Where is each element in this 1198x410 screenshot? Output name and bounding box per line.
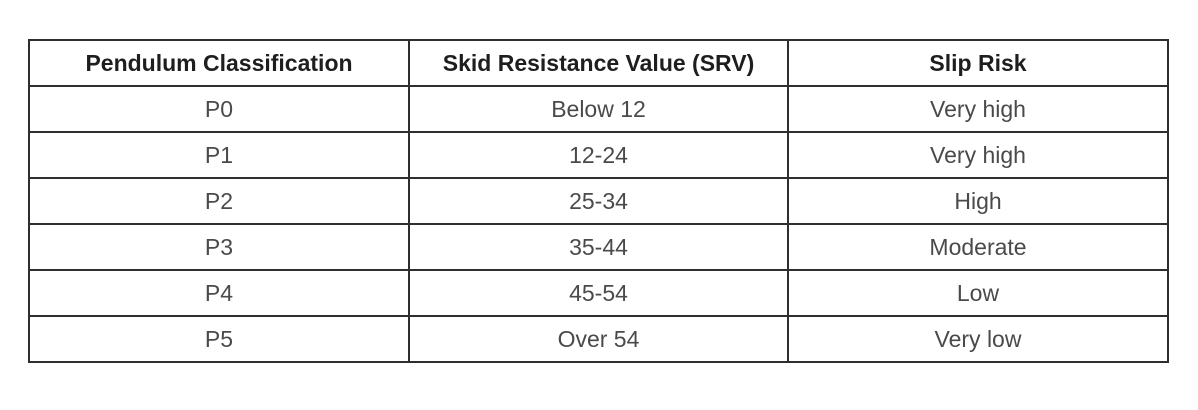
table-cell: Over 54: [408, 315, 789, 363]
table-row: P1 12-24 Very high: [28, 131, 1169, 179]
table-cell: P0: [28, 85, 410, 133]
table-cell: P4: [28, 269, 410, 317]
table-cell: P3: [28, 223, 410, 271]
table-cell: Very high: [787, 131, 1169, 179]
table-cell: 35-44: [408, 223, 789, 271]
table-row: P0 Below 12 Very high: [28, 85, 1169, 133]
table-row: P5 Over 54 Very low: [28, 315, 1169, 363]
table-cell: Very low: [787, 315, 1169, 363]
table-row: P4 45-54 Low: [28, 269, 1169, 317]
table-cell: P2: [28, 177, 410, 225]
table-cell: Moderate: [787, 223, 1169, 271]
table-row: P3 35-44 Moderate: [28, 223, 1169, 271]
header-row: Pendulum Classification Skid Resistance …: [28, 39, 1169, 87]
table-cell: 12-24: [408, 131, 789, 179]
table-cell: P1: [28, 131, 410, 179]
pendulum-classification-table: Pendulum Classification Skid Resistance …: [28, 39, 1169, 363]
header-cell: Skid Resistance Value (SRV): [408, 39, 789, 87]
table-cell: P5: [28, 315, 410, 363]
table-cell: Low: [787, 269, 1169, 317]
table-cell: Below 12: [408, 85, 789, 133]
header-cell: Pendulum Classification: [28, 39, 410, 87]
table-cell: High: [787, 177, 1169, 225]
table-row: P2 25-34 High: [28, 177, 1169, 225]
table-cell: 45-54: [408, 269, 789, 317]
header-cell: Slip Risk: [787, 39, 1169, 87]
table-cell: 25-34: [408, 177, 789, 225]
table-cell: Very high: [787, 85, 1169, 133]
